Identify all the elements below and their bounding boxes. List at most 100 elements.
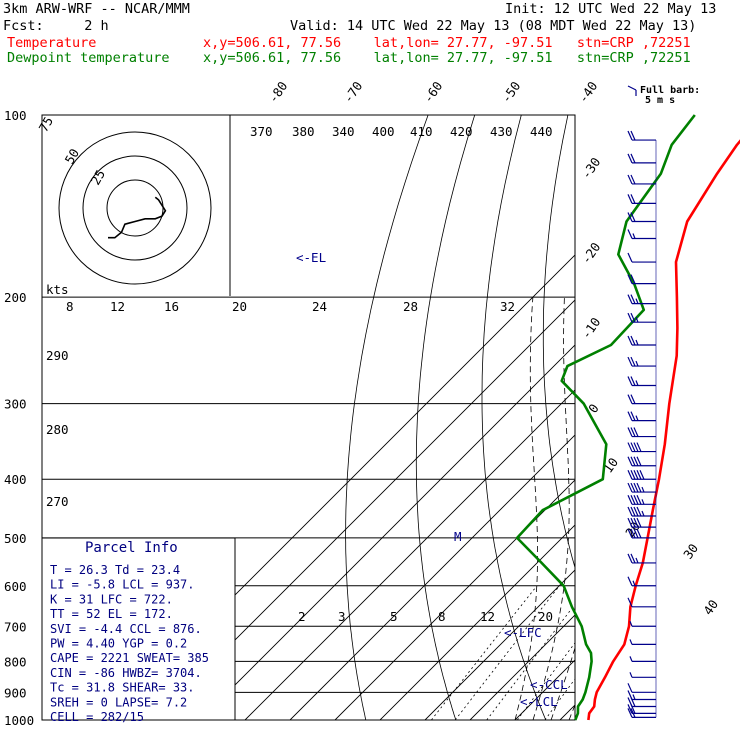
wind-barb-flag: [630, 174, 636, 185]
pressure-label: 900: [4, 685, 27, 700]
wind-barb: [627, 212, 656, 223]
wind-barb-flag: [636, 442, 642, 452]
wind-barb: [627, 597, 656, 608]
hodograph-unit: kts: [46, 282, 69, 297]
wind-barb: [627, 482, 656, 493]
hodograph-speed-label: 20: [232, 299, 247, 314]
wind-barb-flag: [633, 442, 639, 452]
wind-barb-flag: [630, 456, 636, 467]
temperature-line: [587, 139, 740, 721]
forecast-hour: Fcst: 2 h: [3, 18, 109, 34]
wind-barb-flag: [630, 517, 636, 528]
parcel-info-row: CAPE = 2221 SWEAT= 385: [50, 651, 209, 665]
wind-barb-half: [632, 233, 636, 239]
wind-barb-flag: [630, 335, 636, 346]
hodograph-ring: [82, 155, 188, 261]
wind-barb: [627, 456, 656, 467]
dry-adiabat: [415, 115, 476, 720]
wind-barb: [627, 294, 656, 305]
wind-barb-flag: [636, 528, 642, 539]
mixing-ratio-line: [431, 585, 538, 720]
wind-barb: [627, 130, 656, 141]
wind-barb-flag: [627, 553, 633, 564]
wind-barb: [627, 376, 656, 387]
wind-barb-half: [632, 694, 636, 700]
wind-barb-half: [629, 621, 633, 627]
wind-barb-flag: [630, 442, 636, 452]
wind-barb-flag: [636, 456, 642, 467]
theta-label: 280: [46, 422, 69, 437]
wind-barb-flag: [627, 130, 633, 141]
theta-label: 440: [530, 124, 553, 139]
wind-barb-half: [629, 672, 633, 678]
hodograph-ring-label: 75: [36, 114, 57, 135]
theta-label: 410: [410, 124, 433, 139]
hodograph-ring-label: 50: [62, 146, 83, 167]
hodograph-trace: [108, 196, 167, 239]
parcel-info-row: T = 26.3 Td = 23.4: [50, 563, 180, 577]
barb-legend-sample: [627, 85, 637, 91]
wind-barb-flag: [630, 697, 636, 707]
theta-label: 290: [46, 348, 69, 363]
wind-barb-flag: [627, 335, 633, 346]
wind-barb: [627, 528, 656, 539]
pressure-label: 500: [4, 531, 27, 546]
wind-barb-half: [629, 656, 633, 662]
wind-barb-half: [632, 580, 636, 587]
wind-barb-half: [635, 339, 639, 346]
isotherm-label: 30: [680, 541, 701, 562]
wind-barb-half: [635, 380, 639, 386]
isotherm-label: -70: [340, 79, 365, 106]
wind-barb: [627, 697, 656, 708]
isotherm-line: [244, 389, 575, 720]
isotherm-line: [379, 524, 575, 720]
wind-barb: [627, 553, 656, 564]
wind-barb-flag: [627, 312, 633, 323]
wind-barb-flag: [627, 470, 633, 480]
dry-adiabat: [601, 115, 726, 720]
moist-adiabat: [532, 297, 570, 720]
wind-barb-half: [635, 298, 639, 304]
wind-barb-flag: [630, 312, 636, 323]
dewpoint-coords: x,y=506.61, 77.56 lat,lon= 27.77, -97.51…: [203, 50, 691, 66]
wind-barb-flag: [627, 294, 633, 304]
parcel-info-row: Tc = 31.8 SHEAR= 33.: [50, 681, 195, 695]
dry-adiabat: [706, 115, 740, 720]
mixing-ratio-label: 12: [480, 609, 495, 624]
hodograph-speed-label: 16: [164, 299, 179, 314]
mixing-ratio-label: 5: [390, 609, 398, 624]
wind-barb-flag: [627, 482, 633, 493]
wind-barb-half: [635, 360, 639, 367]
wind-barb-flag: [633, 456, 639, 467]
wind-barb-flag: [630, 470, 636, 480]
wind-barb-flag: [630, 427, 636, 437]
wind-barb-flag: [627, 442, 633, 452]
barb-legend-subtitle: 5 m s: [645, 95, 675, 106]
wind-barb: [627, 411, 656, 422]
wind-barb: [627, 312, 656, 323]
wind-barb-flag: [630, 356, 636, 367]
wind-barb-flag: [633, 427, 639, 437]
parcel-info-row: CIN = -86 HWBZ= 3704.: [50, 666, 202, 680]
wind-barb: [627, 252, 656, 263]
wind-barb-flag: [627, 376, 633, 386]
wind-barb-flag: [636, 482, 642, 493]
wind-barb-flag: [630, 704, 636, 714]
wind-barb-flag: [630, 212, 636, 222]
moist-adiabat: [587, 297, 700, 720]
parcel-info-row: TT = 52 EL = 172.: [50, 607, 173, 621]
wind-barb: [627, 704, 656, 714]
mixing-ratio-label: 2: [298, 609, 306, 624]
isotherm-line: [559, 704, 575, 720]
wind-barb: [627, 427, 656, 438]
pressure-label: 400: [4, 472, 27, 487]
hodograph-speed-label: 28: [403, 299, 418, 314]
wind-barb-flag: [630, 495, 636, 505]
wind-barb-flag: [636, 517, 642, 528]
level-marker-lfc: <-LFC: [504, 625, 542, 640]
level-marker-lcl: <-LCL: [520, 694, 558, 709]
wind-barb-flag: [630, 274, 636, 284]
wind-barb-flag: [633, 495, 639, 505]
isotherm-label: 20: [622, 519, 643, 540]
